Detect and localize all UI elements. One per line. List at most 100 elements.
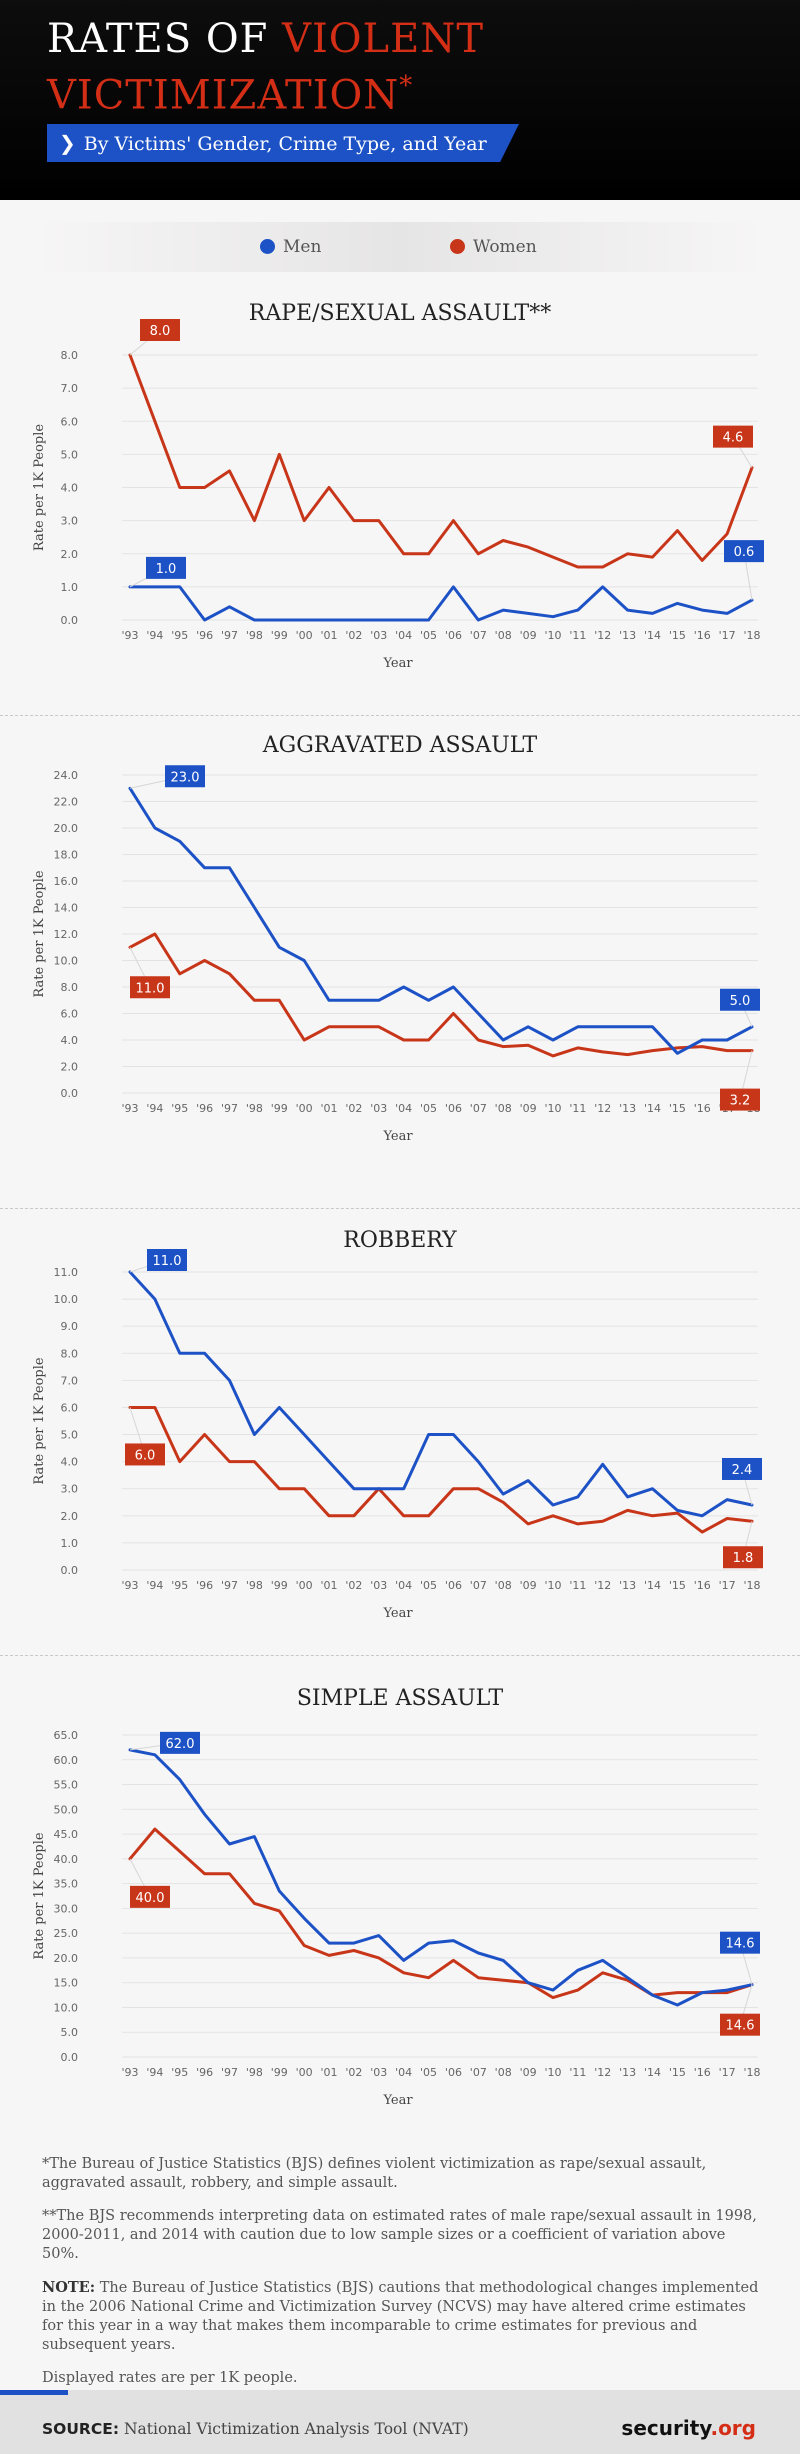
x-tick-label: '00 [296, 1579, 313, 1592]
x-tick-label: '93 [121, 1579, 138, 1592]
x-tick-label: '99 [271, 1102, 288, 1115]
footer: SOURCE: National Victimization Analysis … [0, 2390, 800, 2454]
y-tick-label: 35.0 [54, 1878, 79, 1891]
x-tick-label: '07 [470, 1579, 487, 1592]
x-tick-label: '95 [171, 629, 188, 642]
data-label: 6.0 [135, 1448, 156, 1463]
y-tick-label: 3.0 [61, 1483, 79, 1496]
y-tick-label: 10.0 [54, 2001, 79, 2014]
x-tick-label: '03 [370, 629, 387, 642]
x-tick-label: '96 [196, 629, 213, 642]
title-part-3: VICTIMIZATION [47, 72, 400, 119]
y-tick-label: 30.0 [54, 1902, 79, 1915]
x-tick-label: '01 [321, 2066, 338, 2079]
x-tick-label: '05 [420, 2066, 437, 2079]
x-tick-label: '17 [719, 2066, 736, 2079]
x-tick-label: '04 [395, 1579, 412, 1592]
page-title: RATES OF VIOLENT VICTIMIZATION* [47, 16, 484, 119]
x-tick-label: '15 [669, 629, 686, 642]
x-tick-label: '16 [694, 2066, 711, 2079]
data-label-box [165, 765, 205, 788]
title-part-2: VIOLENT [282, 16, 484, 62]
x-tick-label: '10 [544, 2066, 561, 2079]
chart-rape-sexual-assault: RAPE/SEXUAL ASSAULT** 0.0 1.0 2.0 3.0 4.0 5.0 6… [0, 285, 800, 695]
x-tick-label: '06 [445, 1579, 462, 1592]
x-tick-label: '99 [271, 629, 288, 642]
x-tick-label: '05 [420, 629, 437, 642]
brand-logo[interactable]: security.org [621, 2416, 756, 2440]
data-label-box [140, 319, 180, 341]
x-tick-label: '16 [694, 629, 711, 642]
x-tick-label: '01 [321, 1579, 338, 1592]
chart-title: ROBBERY [343, 1228, 457, 1253]
data-label: 3.2 [730, 1094, 751, 1109]
y-tick-label: 60.0 [54, 1754, 79, 1767]
y-tick-label: 0.0 [61, 614, 79, 627]
legend-label-women: Women [473, 237, 537, 257]
x-tick-label: '03 [370, 1102, 387, 1115]
y-tick-label: 11.0 [54, 1266, 79, 1279]
y-tick-label: 6.0 [61, 1008, 79, 1021]
x-tick-label: '03 [370, 2066, 387, 2079]
x-tick-label: '97 [221, 2066, 238, 2079]
x-tick-label: '97 [221, 1579, 238, 1592]
data-label-box [724, 540, 764, 563]
x-tick-label: '94 [146, 1102, 163, 1115]
x-tick-label: '16 [694, 1579, 711, 1592]
x-tick-label: '97 [221, 1102, 238, 1115]
chart-title: RAPE/SEXUAL ASSAULT** [249, 301, 551, 326]
y-tick-label: 50.0 [54, 1803, 79, 1816]
y-axis-label: Rate per 1K People [32, 424, 47, 552]
legend-item-men: Men [260, 236, 321, 258]
title-part-1: RATES OF [47, 16, 269, 62]
brand-tld: .org [710, 2416, 756, 2440]
y-axis-label: Rate per 1K People [32, 1357, 47, 1485]
x-tick-label: '07 [470, 629, 487, 642]
x-tick-label: '11 [569, 629, 586, 642]
y-axis-label: Rate per 1K People [32, 1832, 47, 1960]
y-tick-label: 5.0 [61, 2026, 79, 2039]
x-tick-label: '08 [495, 629, 512, 642]
x-tick-label: '13 [619, 2066, 636, 2079]
x-tick-label: '17 [719, 1579, 736, 1592]
y-tick-label: 45.0 [54, 1828, 79, 1841]
x-tick-label: '13 [619, 1579, 636, 1592]
y-axis-label: Rate per 1K People [32, 870, 47, 998]
chart-svg-aggravated-assault: AGGRAVATED ASSAULT 0.0 2.0 4.0 6.0 8.0 10.0 12.… [32, 733, 761, 1144]
footnote-3: NOTE: The Bureau of Justice Statistics (… [42, 2278, 762, 2355]
x-tick-label: '12 [594, 1102, 611, 1115]
footnote-1: *The Bureau of Justice Statistics (BJS) … [42, 2156, 707, 2191]
x-tick-label: '05 [420, 1102, 437, 1115]
x-tick-label: '95 [171, 1102, 188, 1115]
header: RATES OF VIOLENT VICTIMIZATION* ❯ By Vict… [0, 0, 800, 200]
data-label: 11.0 [153, 1254, 182, 1269]
data-label: 0.6 [734, 545, 755, 560]
data-label: 11.0 [136, 981, 165, 996]
x-tick-label: '99 [271, 1579, 288, 1592]
women-dot-icon [450, 239, 465, 254]
subtitle-text: By Victims' Gender, Crime Type, and Year [83, 133, 487, 155]
source-line: SOURCE: National Victimization Analysis … [42, 2420, 469, 2438]
data-label-box [147, 1249, 187, 1271]
x-tick-label: '00 [296, 629, 313, 642]
data-label-box [722, 1457, 762, 1480]
x-tick-label: '14 [644, 1579, 661, 1592]
series-line-women [128, 353, 754, 569]
y-tick-label: 1.0 [61, 1537, 79, 1550]
x-tick-label: '93 [121, 1102, 138, 1115]
y-tick-label: 2.0 [61, 1061, 79, 1074]
x-tick-label: '17 [719, 629, 736, 642]
chart-aggravated-assault: AGGRAVATED ASSAULT 0.0 2.0 4.0 6.0 8.0 10.0 12.… [0, 730, 800, 1170]
legend: Men Women [30, 222, 770, 272]
x-tick-label: '14 [644, 2066, 661, 2079]
x-tick-label: '96 [196, 2066, 213, 2079]
x-tick-label: '05 [420, 1579, 437, 1592]
y-tick-label: 8.0 [61, 349, 79, 362]
data-label-box [720, 988, 760, 1011]
series-line-men [128, 786, 754, 1055]
data-label-box [723, 1546, 763, 1569]
data-label: 14.6 [726, 2019, 755, 2034]
x-tick-label: '98 [246, 1102, 263, 1115]
data-label-box [720, 1088, 760, 1111]
x-tick-label: '02 [345, 629, 362, 642]
